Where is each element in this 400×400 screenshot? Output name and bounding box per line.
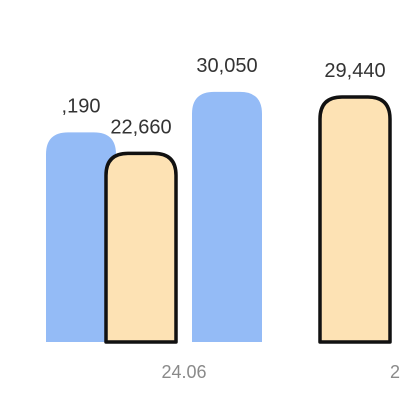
bars-group bbox=[46, 91, 392, 344]
x-axis-ticks: 24.06 24 bbox=[161, 362, 400, 382]
value-label-series-1-cat-0: ,190 bbox=[62, 95, 101, 117]
value-label-series-0-cat-2: 29,440 bbox=[324, 60, 385, 82]
x-tick-label-1: 24.06 bbox=[161, 362, 206, 382]
x-tick-label-2: 24 bbox=[390, 362, 400, 382]
value-labels-group: ,190 22,660 30,050 29,440 bbox=[62, 55, 386, 139]
bar-series-0-cat-2 bbox=[318, 95, 392, 344]
value-label-series-1-cat-1: 30,050 bbox=[196, 55, 257, 77]
bar-series-1-cat-1 bbox=[192, 91, 262, 342]
value-label-series-0-cat-1: 22,660 bbox=[110, 116, 171, 138]
bar-series-1-cat-0 bbox=[46, 132, 116, 342]
bar-series-0-cat-1 bbox=[104, 151, 178, 344]
